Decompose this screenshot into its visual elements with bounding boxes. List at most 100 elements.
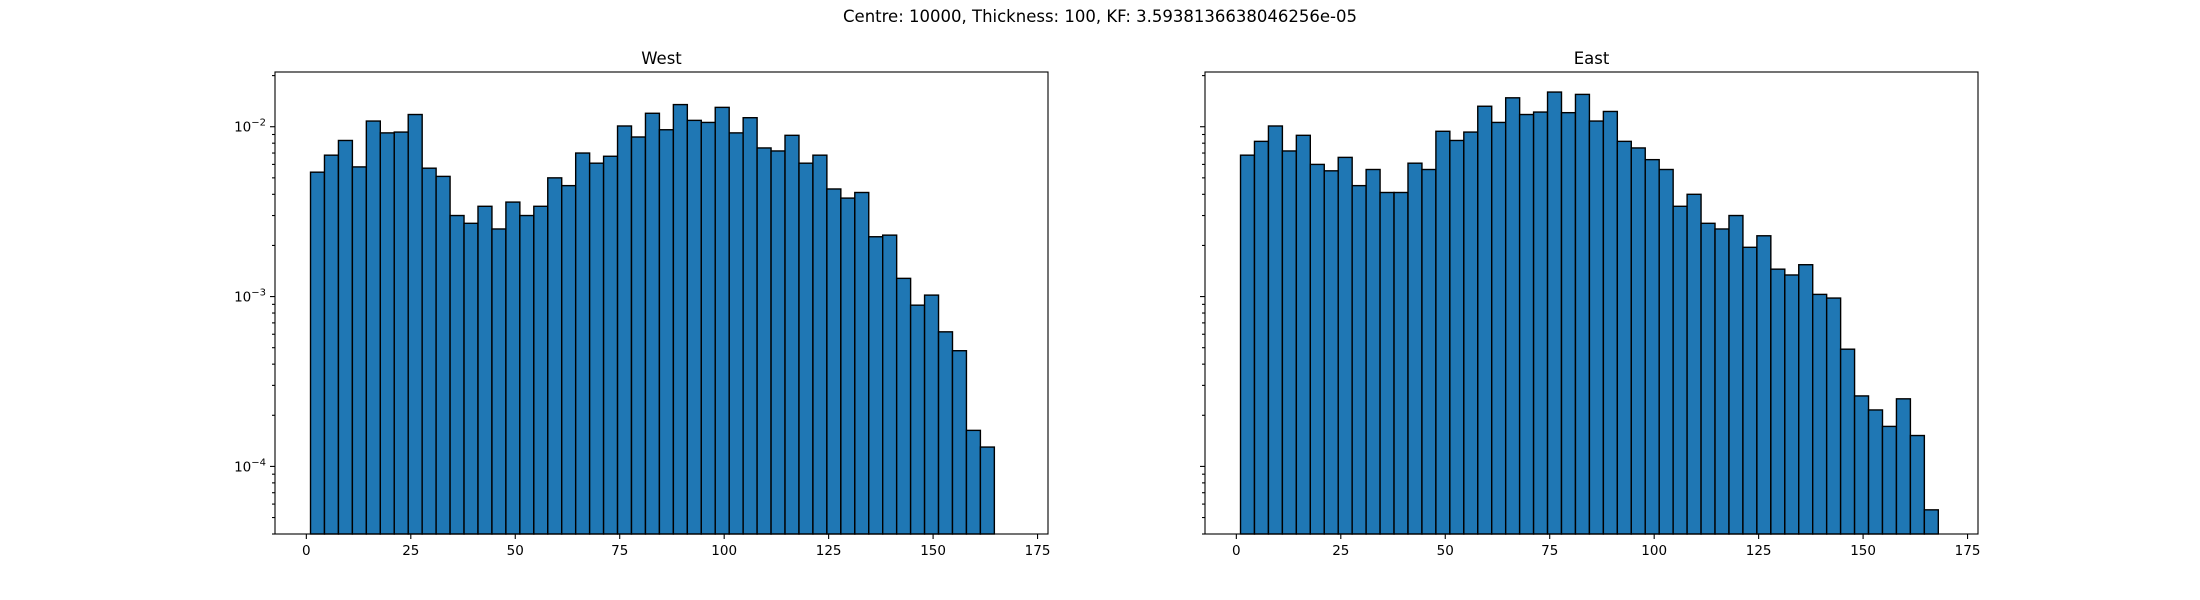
west-bar-20 [588,162,605,535]
east-axes: East 0 25 50 75 100 125 150 175 [1200,49,1980,559]
east-bar-35 [1728,214,1744,535]
east-bar-34 [1714,228,1730,535]
west-bar-28 [700,121,716,535]
east-bar-21 [1532,111,1549,535]
west-bar-48 [979,446,996,535]
west-bar-3 [351,166,368,535]
west-bar-27 [686,119,702,535]
east-xtick-label-3: 75 [1541,543,1558,559]
west-axes-title: West [641,49,682,68]
west-ytick-label-2: 10−2 [234,118,266,136]
east-bar-40 [1798,264,1814,535]
east-bar-29 [1644,158,1660,535]
east-bar-33 [1700,222,1716,535]
west-bar-46 [951,350,968,535]
east-bar-7 [1337,156,1353,535]
west-bar-18 [561,184,577,535]
west-bar-4 [365,120,381,535]
west-bar-38 [840,197,856,535]
west-bar-6 [393,131,409,535]
east-bar-4 [1295,134,1311,535]
west-bar-8 [421,167,437,535]
east-bar-10 [1379,191,1395,535]
west-bar-9 [435,175,451,535]
west-xtick-label-6: 150 [920,543,946,559]
west-xtick-label-1: 25 [402,543,419,559]
east-bar-24 [1574,93,1591,535]
east-bar-48 [1909,434,1926,535]
east-bar-36 [1742,246,1758,535]
west-bar-26 [672,103,689,535]
east-bar-9 [1365,168,1381,535]
west-bar-19 [574,152,591,535]
west-bar-15 [519,214,535,535]
west-bar-10 [449,214,465,535]
east-xtick-label-4: 100 [1641,543,1667,559]
east-bar-47 [1895,398,1912,535]
east-bar-14 [1435,130,1451,535]
east-bar-8 [1351,184,1367,535]
west-bar-23 [630,136,647,535]
east-bar-23 [1560,111,1577,535]
west-bar-43 [909,304,926,535]
west-bar-40 [868,236,884,535]
figure-suptitle: Centre: 10000, Thickness: 100, KF: 3.593… [843,7,1357,26]
west-bar-14 [505,201,521,535]
east-xtick-label-1: 25 [1332,543,1349,559]
west-bar-0 [309,171,326,535]
east-bar-11 [1393,191,1409,535]
west-bar-7 [407,113,423,535]
west-bar-30 [728,132,744,535]
east-bar-22 [1546,91,1563,535]
west-xtick-label-0: 0 [302,543,311,559]
east-xtick-label-5: 125 [1746,543,1772,559]
east-bar-32 [1686,193,1702,535]
west-bar-25 [658,129,675,535]
west-bar-24 [644,112,661,535]
east-axes-frame [1204,71,1979,535]
west-xtick-label-7: 175 [1025,543,1051,559]
west-xtick-label-4: 100 [711,543,737,559]
west-bar-34 [784,134,800,535]
east-bar-49 [1923,509,1940,535]
west-bar-42 [895,277,912,535]
east-bar-30 [1658,168,1674,535]
west-bar-1 [323,154,340,535]
west-xtick-label-5: 125 [816,543,842,559]
east-bar-43 [1839,348,1856,535]
west-bar-35 [798,162,814,535]
east-bar-20 [1518,113,1535,535]
east-bar-39 [1784,274,1800,535]
east-bar-6 [1323,170,1339,535]
west-bar-12 [477,205,493,535]
west-xtick-label-3: 75 [611,543,628,559]
east-bar-38 [1770,268,1786,535]
east-bar-16 [1463,131,1479,535]
east-bar-44 [1853,395,1870,535]
west-bar-39 [854,191,870,535]
west-bar-17 [547,177,563,535]
west-bar-36 [812,154,828,535]
east-bar-28 [1630,147,1646,535]
west-bar-31 [742,117,758,535]
west-bar-44 [923,294,940,535]
east-xtick-label-7: 175 [1955,543,1981,559]
east-xtick-label-6: 150 [1850,543,1876,559]
west-bar-37 [826,188,842,535]
west-bar-47 [965,429,982,535]
east-bar-26 [1602,110,1619,535]
east-xtick-label-0: 0 [1232,543,1241,559]
east-bar-0 [1239,154,1256,535]
west-bar-2 [337,139,354,535]
west-axes: West 0 25 50 75 100 125 150 175 10−4 10−3 10−2 [234,49,1050,559]
east-bar-2 [1267,125,1284,535]
east-bar-37 [1756,235,1772,535]
east-bar-12 [1407,162,1423,535]
east-axes-title: East [1574,49,1610,68]
east-bar-19 [1504,97,1521,535]
west-bar-16 [533,205,549,535]
east-bar-1 [1253,140,1270,535]
west-bar-33 [770,150,786,535]
west-bar-41 [882,234,898,535]
